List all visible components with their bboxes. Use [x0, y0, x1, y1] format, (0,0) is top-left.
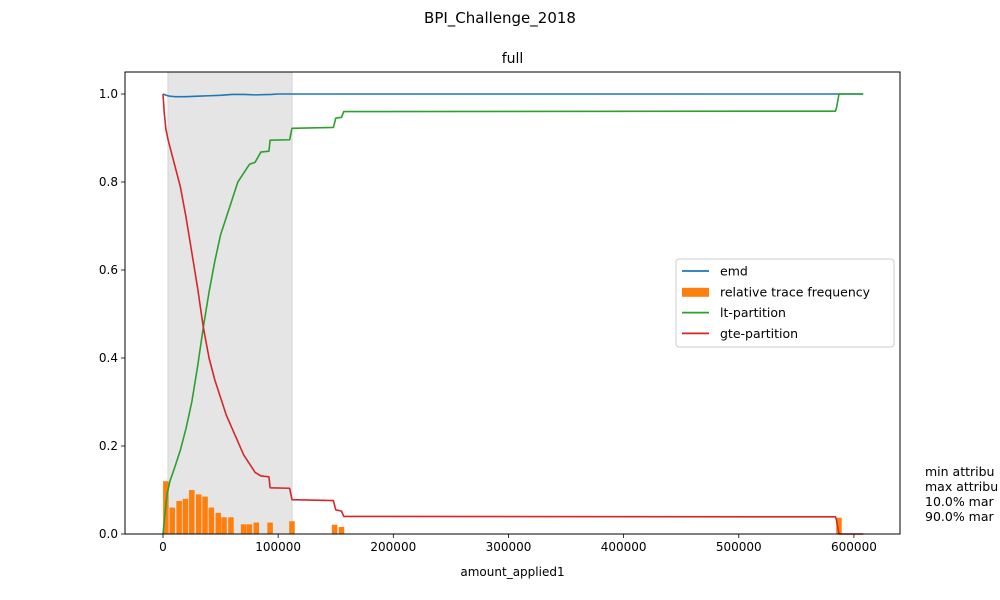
y-tick-label-1: 0.2 [99, 439, 118, 453]
bar-relative-trace-frequency-8 [215, 512, 222, 534]
legend: emd relative trace frequency lt-partition g… [675, 258, 895, 348]
x-tick-label-0: 0 [159, 540, 167, 554]
bar-relative-trace-frequency-12 [246, 524, 253, 534]
annotation-line-3: 90.0% mar [925, 509, 995, 524]
legend-swatch-relative-trace-frequency [682, 287, 709, 297]
y-tick-label-0: 0.0 [99, 527, 118, 541]
annotation-line-1: max attribu [925, 479, 998, 494]
plot-area [162, 71, 864, 535]
bar-relative-trace-frequency-4 [189, 490, 195, 534]
line-lt-partition [162, 93, 864, 535]
y-tick-label-4: 0.8 [99, 175, 118, 189]
axes-frame [124, 71, 901, 535]
legend-box [675, 258, 895, 348]
bar-relative-trace-frequency-3 [182, 498, 189, 534]
x-tick-label-6: 600000 [831, 540, 877, 554]
bar-relative-trace-frequency-9 [221, 517, 227, 534]
bar-relative-trace-frequency-15 [289, 521, 295, 534]
bar-relative-trace-frequency-7 [208, 507, 215, 534]
annotation-line-0: min attribu [925, 464, 994, 479]
bar-relative-trace-frequency-2 [176, 501, 182, 534]
axes: 0 100000 200000 300000 400000 500000 600000 0.0… [99, 71, 901, 554]
line-gte-partition [162, 93, 864, 535]
bar-relative-trace-frequency-18 [836, 517, 842, 534]
x-tick-label-3: 300000 [486, 540, 532, 554]
line-emd [162, 93, 864, 98]
bar-relative-trace-frequency-16 [331, 524, 338, 534]
x-tick-label-2: 200000 [370, 540, 416, 554]
x-tick-label-5: 500000 [716, 540, 762, 554]
x-axis-label: amount_applied1 [460, 565, 564, 579]
axes-title: full [502, 51, 524, 67]
bar-relative-trace-frequency-11 [240, 524, 247, 534]
legend-label-gte-partition: gte-partition [720, 326, 798, 341]
y-tick-label-2: 0.4 [99, 351, 118, 365]
y-tick-label-5: 1.0 [99, 87, 118, 101]
shaded-span [167, 71, 293, 535]
legend-label-relative-trace-frequency: relative trace frequency [720, 284, 871, 299]
legend-label-lt-partition: lt-partition [720, 305, 786, 320]
legend-label-emd: emd [720, 264, 748, 279]
bar-relative-trace-frequency-6 [202, 496, 208, 534]
bar-relative-trace-frequency-17 [338, 526, 345, 534]
figure-suptitle: BPI_Challenge_2018 [424, 9, 576, 28]
bar-relative-trace-frequency-13 [253, 522, 260, 534]
bar-relative-trace-frequency-5 [195, 494, 202, 534]
y-tick-label-3: 0.6 [99, 263, 118, 277]
x-tick-label-4: 400000 [601, 540, 647, 554]
bar-relative-trace-frequency-1 [169, 507, 175, 534]
bar-relative-trace-frequency-14 [267, 522, 273, 534]
bar-relative-trace-frequency-10 [228, 517, 234, 534]
annotation-line-2: 10.0% mar [925, 494, 995, 509]
x-tick-label-1: 100000 [255, 540, 301, 554]
